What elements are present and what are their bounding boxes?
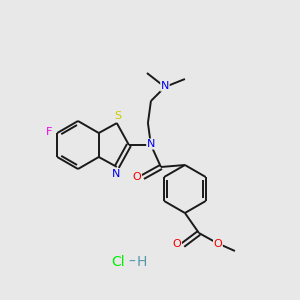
Text: O: O	[133, 172, 141, 182]
Text: Cl: Cl	[111, 255, 125, 269]
Text: N: N	[112, 169, 120, 179]
Text: F: F	[46, 127, 52, 137]
Text: O: O	[214, 239, 222, 249]
Text: O: O	[172, 239, 181, 249]
Text: N: N	[147, 139, 155, 149]
Text: N: N	[161, 81, 169, 91]
Text: –: –	[129, 255, 135, 269]
Text: S: S	[114, 111, 122, 121]
Text: H: H	[137, 255, 147, 269]
